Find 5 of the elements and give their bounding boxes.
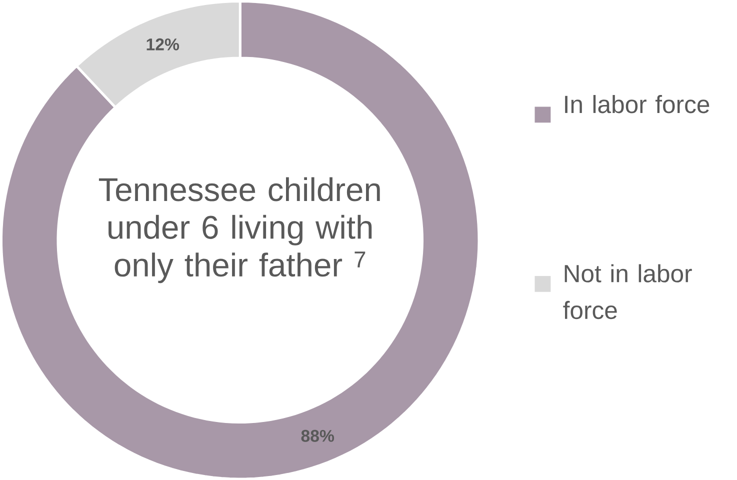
legend-label: Not in labor force: [563, 264, 692, 319]
data-label: 12%: [146, 38, 180, 50]
text: Tennessee children under 6 living with only their father $^{7}$: [98, 177, 380, 283]
legend-label: In labor force: [565, 94, 710, 114]
data-label: 88%: [301, 430, 334, 442]
